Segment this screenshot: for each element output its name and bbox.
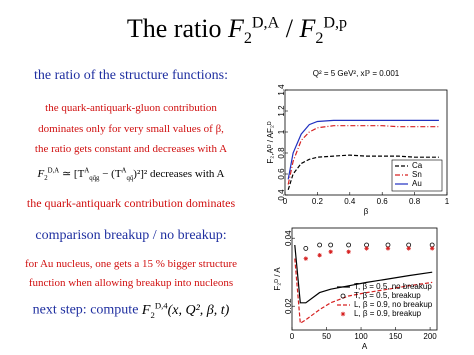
formula-part: ≃ [T [59,168,85,180]
y-tick-label: 0.02 [284,298,293,314]
title-text: The ratio [126,14,228,43]
next-step: next step: compute F2D,4(x, Q², β, t) [0,300,262,319]
formula-part: D,4 [154,300,168,310]
point [317,253,322,258]
slide-title: The ratio F2D,A / F2D,p [0,14,474,48]
point [328,249,333,254]
point [328,242,334,248]
text-line: the ratio gets constant and decreases wi… [34,143,228,155]
title-sub: 2 [315,30,324,48]
legend-label: L, β = 0.9, no breakup [354,300,433,309]
y-tick-label: 0.04 [284,230,293,246]
heading: comparison breakup / no breakup: [35,228,227,243]
x-axis-label: A [362,342,368,351]
x-tick-label: 0 [283,197,288,206]
annotation: Q² = 5 GeV², xℙ = 0.001 [313,69,400,78]
formula-part: (x, Q², β, t) [167,302,230,318]
x-tick-label: 0 [290,332,295,341]
x-tick-label: 0.6 [377,197,389,206]
y-tick-label: 1.4 [277,84,286,96]
point [385,246,391,251]
title-sup: D,A [251,14,280,32]
point [346,242,352,248]
point [303,245,309,251]
y-axis-label: F₂ᴰ / A [273,267,282,291]
legend-label: Au [412,179,422,188]
y-tick-label: 1.2 [277,105,286,117]
formula-part: qq̄ [126,175,134,183]
formula-part: D,A [47,167,60,175]
y-tick-label: 0.8 [277,147,286,159]
x-tick-label: 50 [322,332,331,341]
title-sub: 2 [243,30,252,48]
legend-label: Sn [412,170,422,179]
y-tick-label: 1 [277,129,286,134]
x-axis-label: β [364,207,369,216]
point [364,246,369,251]
point [406,246,411,251]
formula-part: 2 [150,309,155,320]
x-tick-label: 150 [389,332,403,341]
y-tick-label: 0.6 [277,168,286,180]
formula-part: − (T [99,168,122,180]
y-axis-label: F₂,Aᴰ / AF₂ᴰ [266,121,275,164]
series-line [287,154,439,190]
point [340,293,346,299]
series-line [294,258,433,325]
point [303,256,309,261]
formula-part: 2 [44,175,48,183]
x-tick-label: 1 [445,197,450,206]
text-line: for Au nucleus, one gets a 15 % bigger s… [25,258,237,270]
legend-label: Ca [412,161,423,170]
point [317,242,323,248]
title-symbol: F [299,14,316,43]
formula-part: A [84,167,90,175]
text-line: the quark-antiquark-gluon contribution [45,102,217,114]
series-line [287,119,439,180]
point [429,246,435,251]
x-tick-label: 200 [423,332,437,341]
y-tick-label: 0.4 [277,189,286,201]
title-symbol: F [227,14,244,43]
heading: the ratio of the structure functions: [34,68,228,83]
formula-part: F [37,168,45,180]
next-text: next step: compute [32,302,142,318]
plot-frame [291,227,438,331]
text-line: function when allowing breakup into nucl… [28,277,234,289]
legend-label: L, β = 0.9, breakup [354,309,422,318]
x-tick-label: 100 [354,332,368,341]
plot-frame [284,89,448,196]
title-sup: D,p [323,14,348,32]
x-tick-label: 0.4 [344,197,356,206]
series-line [287,125,439,185]
point [346,249,351,254]
formula-part: decreases with A [147,168,225,180]
title-text: / [279,14,300,43]
point [340,311,346,317]
legend-label: T, β = 0.5, breakup [354,291,421,300]
formula-part: qq̄g [89,175,100,183]
legend-label: T, β = 0.5, no breakup [354,282,432,291]
formula-part: F [141,302,151,318]
legend-box [391,159,443,192]
formula: F2D,A ≃ [TAqq̄g − (TAqq̄)²]² decreases w… [0,167,262,182]
x-tick-label: 0.2 [312,197,324,206]
x-tick-label: 0.8 [409,197,421,206]
text-line: dominates only for very small values of … [38,123,224,135]
formula-part: A [121,167,127,175]
text-line: the quark-antiquark contribution dominat… [26,196,236,210]
formula-part: )²]² [133,168,148,180]
